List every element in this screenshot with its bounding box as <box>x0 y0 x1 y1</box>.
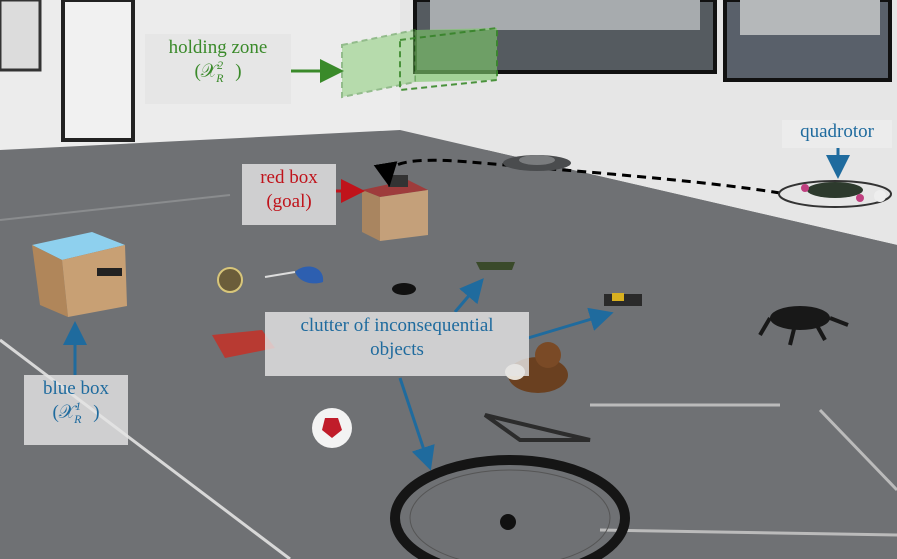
red-box-label: red box (goal) <box>242 164 336 225</box>
red-box <box>362 175 428 241</box>
clutter-arrow-toycar <box>453 278 484 313</box>
holding-zone-symbol: (𝒳2R ) <box>194 58 242 85</box>
holding-zone-title: holding zone <box>168 37 268 58</box>
holding-zone-label: holding zone (𝒳2R ) <box>145 34 291 104</box>
toy-car <box>476 262 515 270</box>
small-ball <box>217 267 243 293</box>
red-box-subtitle: (goal) <box>266 191 312 212</box>
strap <box>483 413 591 442</box>
quadrotor <box>778 180 892 208</box>
blue-box-title: blue box <box>43 378 109 399</box>
holding-zone <box>341 26 498 99</box>
clutter-label: clutter of inconsequential objects <box>265 312 529 376</box>
quadrotor-ghost <box>503 155 571 171</box>
soccer-ball <box>312 408 352 448</box>
roll-of-tape <box>392 283 416 295</box>
quadrotor-title: quadrotor <box>800 121 874 142</box>
clutter-arrow-wheel <box>398 377 435 471</box>
clutter-title: clutter of inconsequential <box>300 315 494 336</box>
door <box>61 0 135 142</box>
clutter-arrow-drill <box>527 307 614 340</box>
hexapod-robot <box>758 306 849 346</box>
blue-box-label: blue box (𝒳1R ) <box>24 375 128 445</box>
blue-object <box>295 266 324 284</box>
blue-box-symbol: (𝒳1R ) <box>52 399 100 426</box>
blue-box <box>32 232 127 317</box>
chip-bag <box>212 330 275 358</box>
red-box-title: red box <box>260 167 318 188</box>
bicycle-wheel <box>390 455 630 559</box>
quadrotor-label: quadrotor <box>782 120 892 148</box>
clutter-subtitle: objects <box>370 339 424 360</box>
left-window <box>0 0 42 72</box>
